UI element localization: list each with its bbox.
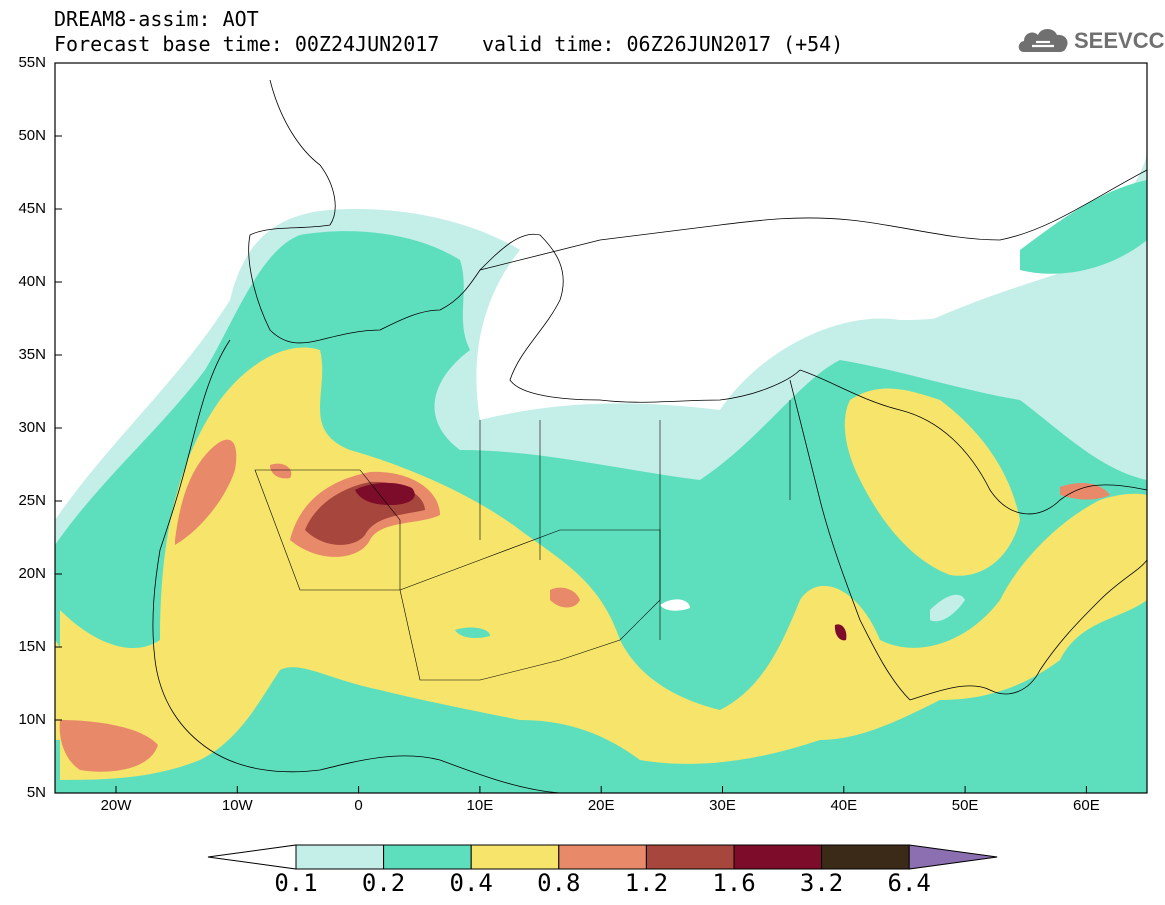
colorbar-label: 0.1	[274, 869, 318, 897]
lat-label: 15N	[18, 638, 46, 655]
lat-label: 40N	[18, 273, 46, 290]
valid-time: valid time: 06Z26JUN2017 (+54)	[482, 32, 844, 56]
colorbar	[207, 844, 998, 870]
axis-ticks	[55, 62, 1087, 794]
colorbar-segment	[383, 844, 472, 870]
colorbar-label: 0.8	[537, 869, 581, 897]
lat-label: 45N	[18, 200, 46, 217]
seevccc-logo: SEEVCCC	[1016, 22, 1165, 58]
colorbar-segment	[558, 844, 647, 870]
colorbar-label: 0.2	[361, 869, 406, 897]
aot-contours	[55, 150, 1147, 793]
lon-label: 20W	[100, 797, 132, 814]
lon-label: 50E	[951, 797, 979, 814]
lon-label: 0	[354, 797, 363, 814]
lon-label: 10W	[221, 797, 253, 814]
lon-label: 10E	[466, 797, 494, 814]
lat-label: 35N	[18, 346, 46, 363]
colorbar-label: 0.4	[449, 869, 493, 897]
colorbar-segment	[295, 844, 385, 870]
lat-label: 55N	[18, 54, 46, 71]
colorbar-label: 1.6	[712, 869, 756, 897]
lat-label: 10N	[18, 711, 46, 728]
colorbar-label: 6.4	[887, 869, 931, 897]
colorbar-segment	[470, 844, 560, 870]
lat-label: 20N	[18, 565, 46, 582]
cloud-icon	[1018, 29, 1068, 52]
colorbar-label: 1.2	[624, 869, 669, 897]
lon-label: 40E	[830, 797, 858, 814]
lon-label: 20E	[587, 797, 615, 814]
colorbar-lower-extension	[207, 844, 297, 870]
colorbar-segment	[733, 844, 823, 870]
forecast-base-time: Forecast base time: 00Z24JUN2017	[54, 32, 440, 56]
lon-label: 60E	[1073, 797, 1100, 814]
lon-label: 30E	[709, 797, 736, 814]
lat-label: 30N	[18, 419, 46, 436]
lat-label: 25N	[18, 492, 46, 509]
colorbar-segment	[821, 844, 910, 870]
coastlines	[152, 79, 1147, 793]
lat-label: 5N	[26, 784, 46, 801]
logo-text: SEEVCCC	[1074, 28, 1165, 53]
map-title: DREAM8-assim: AOT	[54, 7, 259, 31]
colorbar-segment	[645, 844, 735, 870]
lat-label: 50N	[18, 127, 46, 144]
colorbar-label: 3.2	[799, 869, 844, 897]
colorbar-upper-extension	[908, 844, 998, 870]
